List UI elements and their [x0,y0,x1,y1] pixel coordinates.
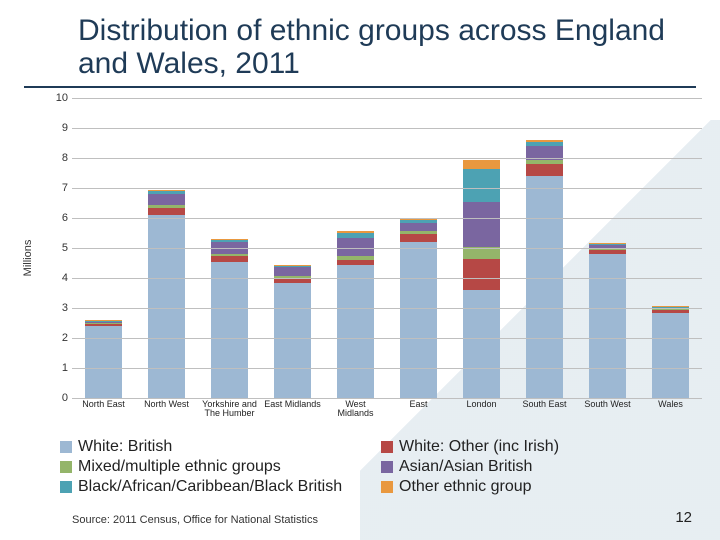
bar-segment [148,194,185,205]
y-tick: 4 [50,272,68,284]
grid-line [72,308,702,309]
source-text: Source: 2011 Census, Office for National… [72,514,318,526]
y-tick: 9 [50,122,68,134]
bar-segment [526,160,563,165]
bar-segment [400,231,437,234]
x-axis-labels: North EastNorth WestYorkshire andThe Hum… [72,398,702,418]
x-axis-label: Wales [633,400,708,409]
grid-line [72,188,702,189]
bar-segment [400,234,437,242]
grid-line [72,338,702,339]
bar-segment [274,265,311,267]
bar-segment [400,223,437,231]
bar-segment [652,313,689,399]
legend-item: Black/African/Caribbean/Black British [60,478,369,496]
y-axis-label: Millions [22,240,34,277]
bar-segment [85,323,122,324]
bar-segment [211,254,248,256]
legend-label: White: Other (inc Irish) [399,438,559,456]
bar-segment [400,219,437,220]
bar-segment [526,142,563,146]
y-tick: 1 [50,362,68,374]
bar-segment [400,242,437,398]
bar-segment [463,160,500,168]
legend-label: Other ethnic group [399,478,532,496]
legend-label: Asian/Asian British [399,458,532,476]
bar-segment [274,283,311,399]
grid-line [72,128,702,129]
legend-item: Asian/Asian British [381,458,690,476]
bar-segment [652,309,689,310]
y-tick: 3 [50,302,68,314]
legend-item: White: Other (inc Irish) [381,438,690,456]
y-tick: 10 [50,92,68,104]
bar-segment [274,267,311,275]
bar-segment [589,244,626,245]
legend-swatch [381,441,393,453]
bar-segment [589,243,626,244]
bar-segment [148,215,185,398]
bar-segment [211,239,248,240]
grid-line [72,98,702,99]
y-tick: 5 [50,242,68,254]
legend-item: Other ethnic group [381,478,690,496]
bar-segment [85,324,122,326]
bar-segment [211,240,248,242]
legend-swatch [381,481,393,493]
grid-line [72,218,702,219]
bar-segment [463,290,500,398]
bar-segment [148,205,185,208]
slide: Distribution of ethnic groups across Eng… [0,0,720,540]
bar-segment [463,202,500,247]
y-tick: 2 [50,332,68,344]
bar-segment [211,256,248,261]
bar-segment [652,310,689,312]
plot-area: 012345678910 [72,98,702,398]
legend-swatch [60,481,72,493]
bar-segment [589,254,626,398]
bar-segment [148,208,185,216]
legend-item: Mixed/multiple ethnic groups [60,458,369,476]
grid-line [72,158,702,159]
bar-segment [526,176,563,398]
bar-segment [463,259,500,291]
legend-swatch [60,441,72,453]
legend: White: British White: Other (inc Irish) Mi… [60,438,690,496]
chart: Millions 012345678910 North EastNorth We… [28,98,702,418]
grid-line [72,368,702,369]
y-tick: 8 [50,152,68,164]
bar-segment [211,262,248,399]
y-tick: 6 [50,212,68,224]
legend-label: Black/African/Caribbean/Black British [78,478,342,496]
bar-segment [526,140,563,142]
bar-segment [337,231,374,233]
title-underline [24,86,696,88]
bar-segment [337,265,374,399]
legend-label: White: British [78,438,172,456]
bar-segment [526,164,563,176]
bar-segment [400,220,437,223]
bar-segment [148,191,185,194]
legend-swatch [60,461,72,473]
legend-swatch [381,461,393,473]
grid-line [72,248,702,249]
bar-segment [274,265,311,266]
bar-segment [85,326,122,398]
bar-segment [85,321,122,323]
page-number: 12 [675,509,692,526]
legend-label: Mixed/multiple ethnic groups [78,458,281,476]
bar-segment [463,169,500,202]
y-tick: 7 [50,182,68,194]
bar-segment [337,233,374,238]
bar-segment [337,256,374,260]
legend-item: White: British [60,438,369,456]
bar-segment [337,260,374,265]
grid-line [72,278,702,279]
page-title: Distribution of ethnic groups across Eng… [78,14,700,80]
bar-segment [589,250,626,255]
bar-segment [148,190,185,192]
